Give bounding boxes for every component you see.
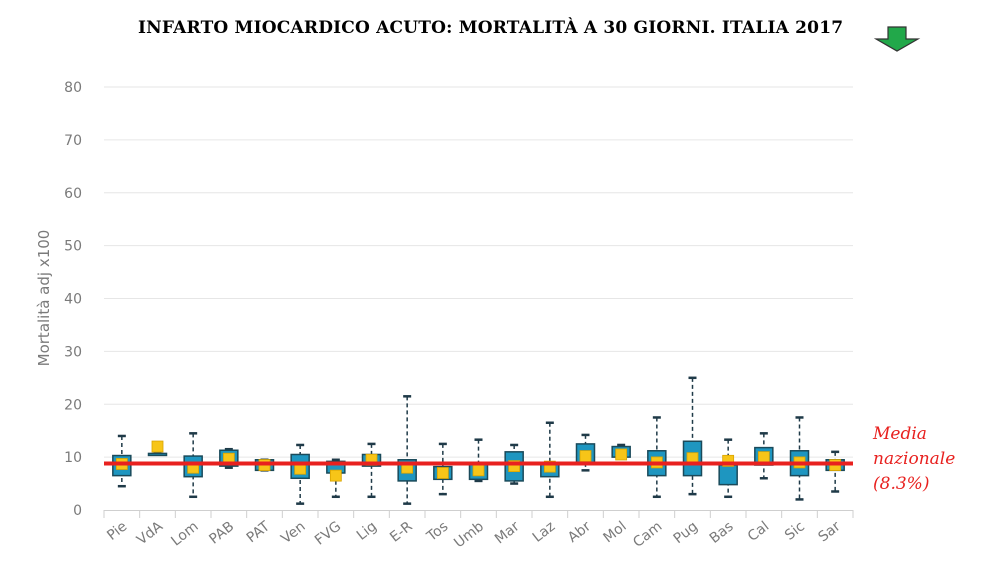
box-series bbox=[112, 376, 845, 505]
x-tick-label-PAB: PAB bbox=[206, 519, 237, 548]
x-axis bbox=[103, 510, 854, 518]
box-Mar bbox=[504, 443, 524, 485]
box-Ven bbox=[290, 443, 310, 505]
box-Pug bbox=[682, 376, 703, 496]
box-iqr bbox=[718, 464, 738, 486]
x-tick-label-Mar: Mar bbox=[492, 518, 523, 547]
x-tick-label-E-R: E-R bbox=[387, 518, 416, 545]
box-Sic bbox=[789, 416, 810, 501]
box-Bas bbox=[718, 438, 738, 499]
mean-marker bbox=[615, 448, 628, 461]
x-tick-label-Bas: Bas bbox=[707, 519, 737, 547]
y-tick-label-0: 0 bbox=[73, 503, 82, 519]
box-Cal bbox=[754, 432, 774, 480]
y-tick-label-80: 80 bbox=[64, 80, 82, 96]
x-tick-label-Sar: Sar bbox=[815, 518, 843, 545]
x-tick-label-Cam: Cam bbox=[630, 519, 665, 551]
box-iqr bbox=[147, 452, 168, 457]
box-Sar bbox=[825, 450, 845, 493]
mean-marker bbox=[472, 464, 485, 477]
box-Tos bbox=[433, 442, 453, 496]
y-tick-label-10: 10 bbox=[64, 450, 82, 466]
x-tick-label-Mol: Mol bbox=[600, 519, 629, 547]
y-tick-label-20: 20 bbox=[64, 397, 82, 413]
reference-label-line-1: Media bbox=[873, 424, 927, 444]
reference-label-line-2: nazionale bbox=[873, 449, 956, 469]
box-Mol bbox=[611, 443, 631, 461]
x-tick-label-Cal: Cal bbox=[745, 519, 772, 545]
box-E-R bbox=[397, 395, 417, 505]
mean-marker bbox=[151, 440, 164, 453]
x-tick-label-VdA: VdA bbox=[134, 518, 166, 548]
mean-marker bbox=[508, 460, 521, 473]
mean-marker bbox=[543, 460, 556, 473]
chart-title: INFARTO MIOCARDICO ACUTO: MORTALITÀ A 30… bbox=[138, 18, 844, 38]
x-tick-labels: Pie VdA Lom PAB PAT Ven FVG Lig E-R Tos Umb Mar Laz A… bbox=[104, 518, 844, 551]
gridlines bbox=[104, 86, 853, 458]
box-Cam bbox=[647, 416, 667, 499]
box-Laz bbox=[540, 421, 560, 499]
reference-label-line-3: (8.3%) bbox=[873, 474, 930, 494]
x-tick-label-Ven: Ven bbox=[278, 519, 308, 548]
x-tick-label-Umb: Umb bbox=[451, 518, 487, 551]
mean-marker bbox=[722, 454, 735, 467]
x-tick-label-Abr: Abr bbox=[565, 518, 594, 546]
reference-line-label: Media nazionale (8.3%) bbox=[873, 422, 955, 497]
x-tick-label-FVG: FVG bbox=[312, 519, 344, 549]
x-tick-label-PAT: PAT bbox=[244, 518, 274, 546]
y-tick-label-70: 70 bbox=[64, 133, 82, 149]
box-Lig bbox=[361, 442, 382, 499]
y-tick-labels: 0 10 20 30 40 50 60 70 80 bbox=[64, 80, 82, 519]
x-tick-label-Laz: Laz bbox=[530, 519, 559, 546]
down-arrow-icon bbox=[874, 26, 921, 52]
mean-marker bbox=[757, 451, 770, 464]
y-tick-label-50: 50 bbox=[64, 239, 82, 255]
box-Pie bbox=[112, 434, 132, 488]
y-tick-label-40: 40 bbox=[64, 292, 82, 308]
y-axis-label: Mortalità adj x100 bbox=[35, 229, 53, 367]
mean-marker bbox=[436, 467, 449, 479]
box-Umb bbox=[468, 438, 489, 483]
mean-marker bbox=[329, 469, 342, 482]
x-tick-label-Pie: Pie bbox=[104, 519, 130, 544]
mean-marker bbox=[579, 450, 592, 462]
x-tick-label-Pug: Pug bbox=[671, 519, 701, 548]
x-tick-label-Lig: Lig bbox=[354, 519, 380, 544]
x-tick-label-Sic: Sic bbox=[782, 519, 808, 544]
y-tick-label-30: 30 bbox=[64, 344, 82, 360]
box-FVG bbox=[326, 458, 346, 499]
x-tick-label-Lom: Lom bbox=[168, 519, 201, 550]
y-tick-label-60: 60 bbox=[64, 186, 82, 202]
x-tick-label-Tos: Tos bbox=[423, 519, 451, 546]
box-VdA bbox=[147, 440, 168, 457]
